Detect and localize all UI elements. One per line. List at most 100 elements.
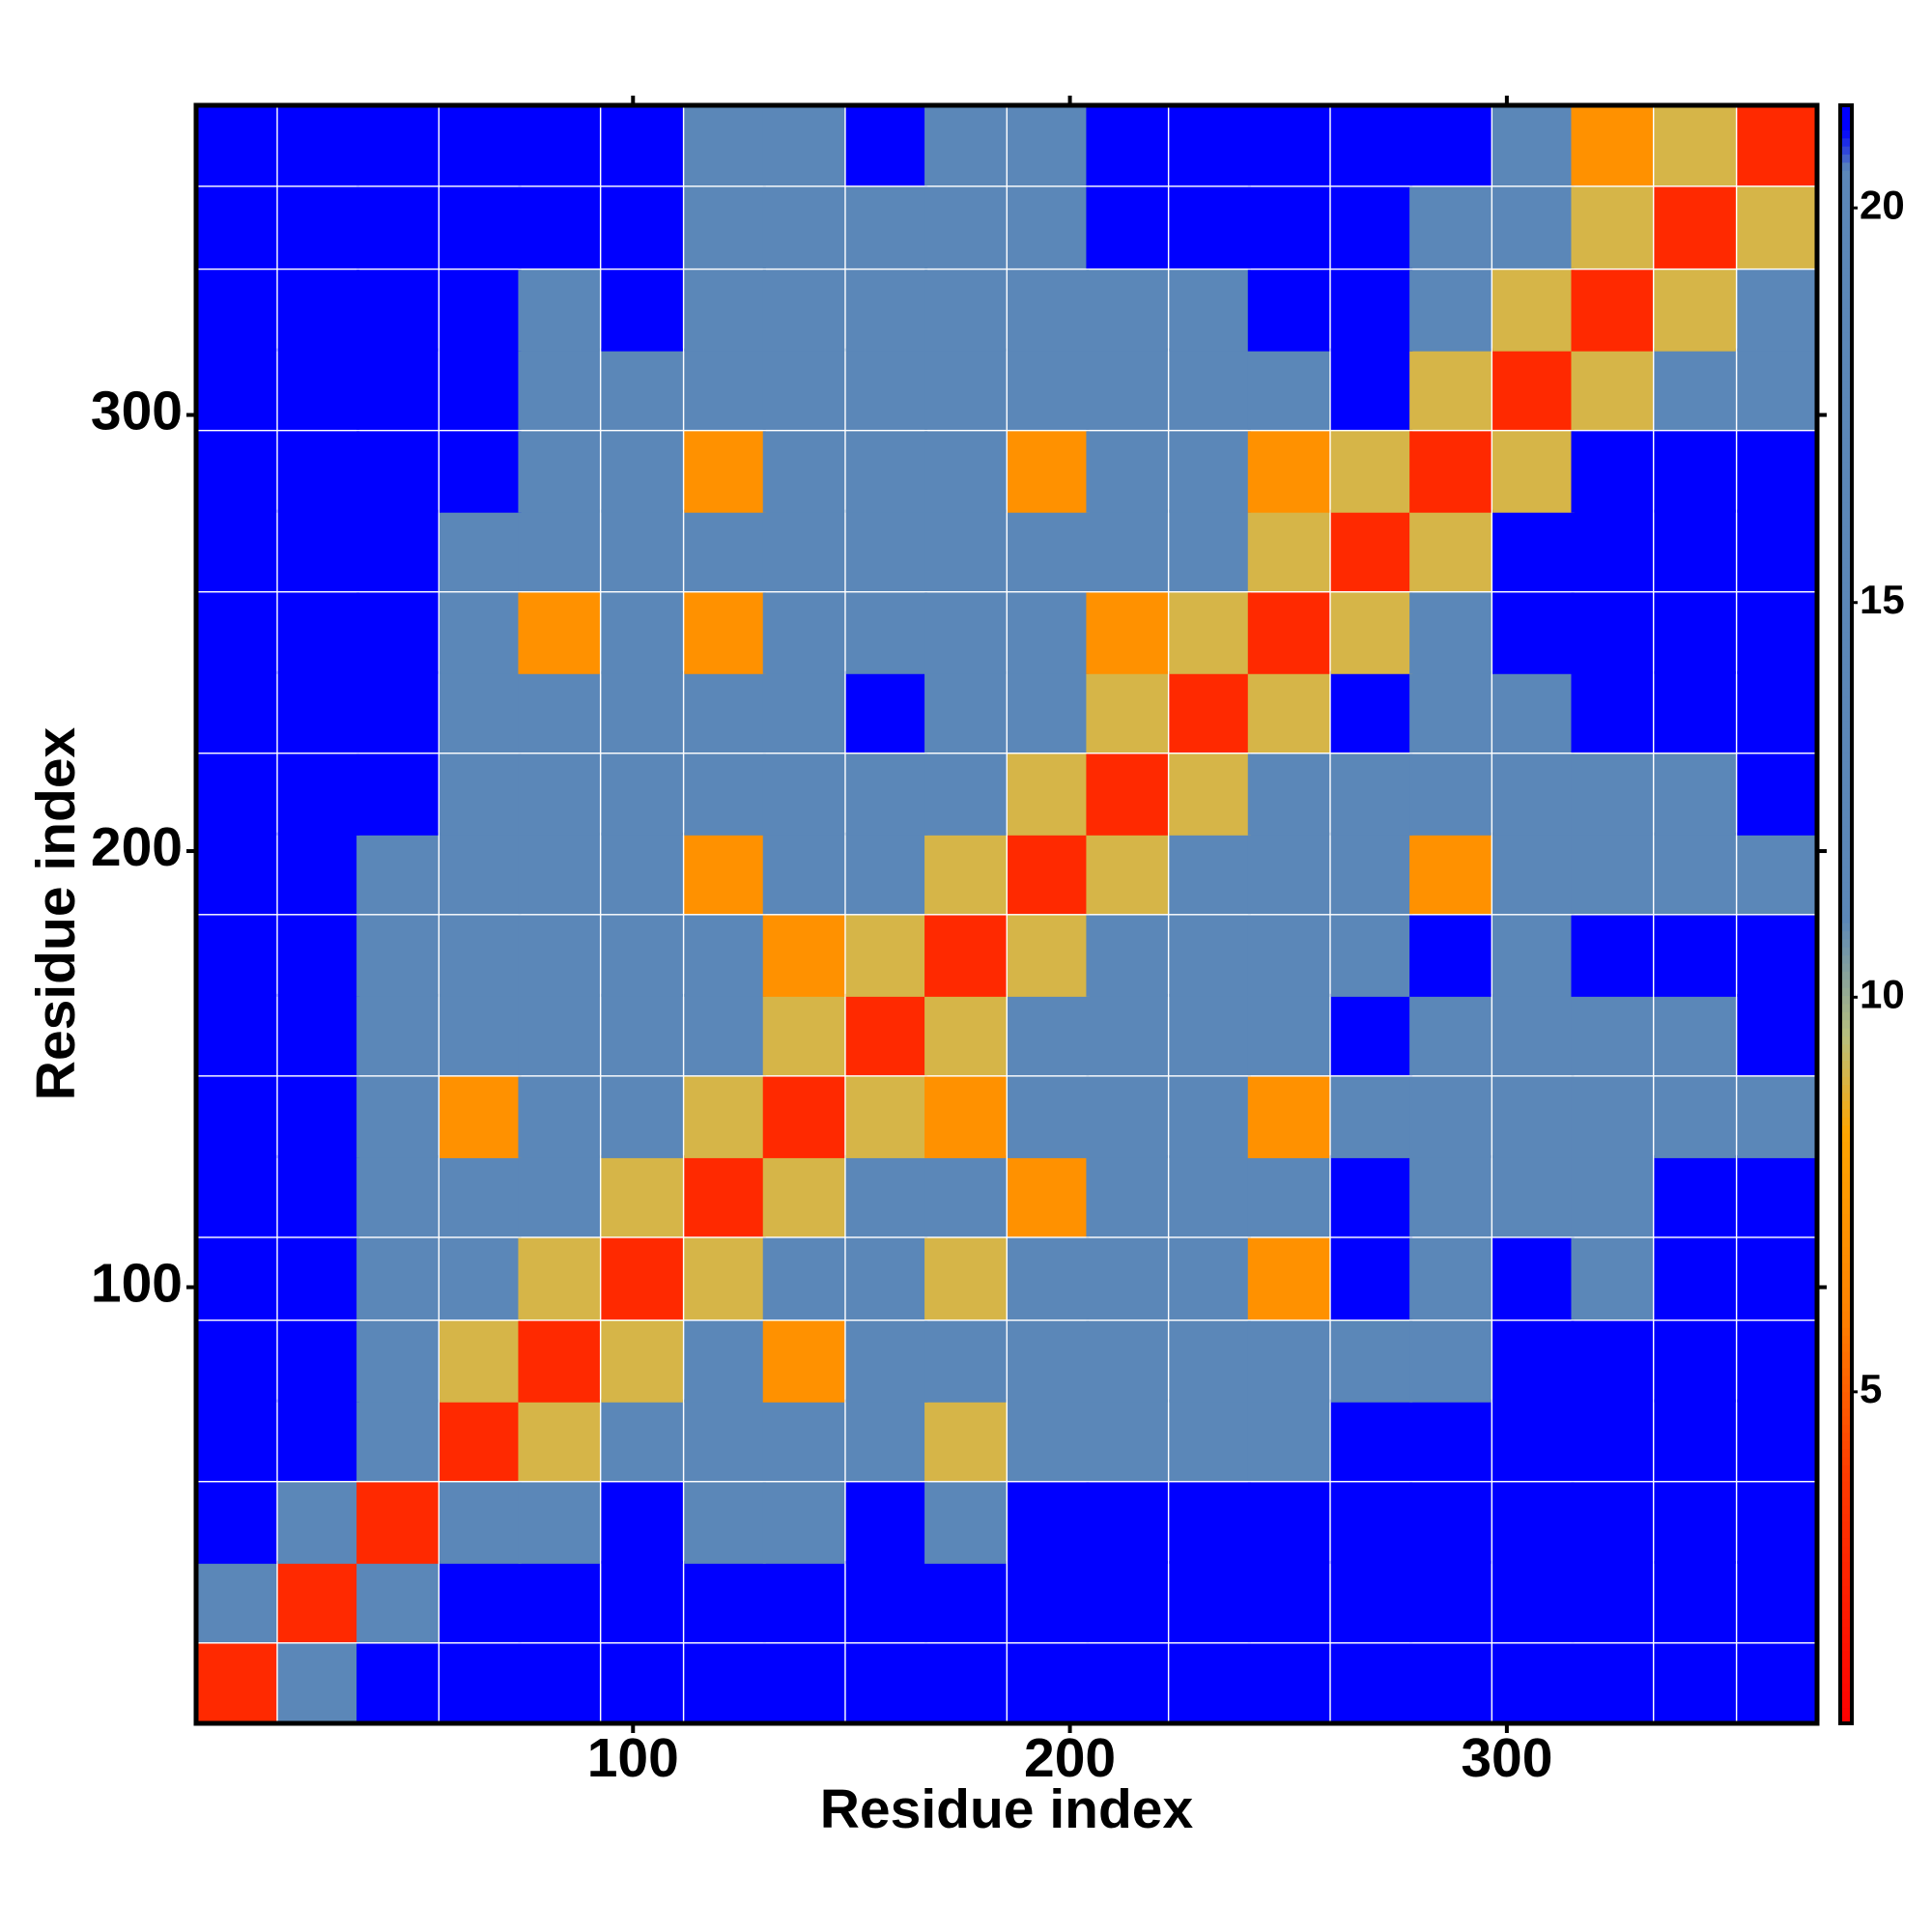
heatmap-cell (356, 592, 439, 674)
heatmap-cell (356, 509, 439, 591)
colorbar-step (1840, 971, 1852, 980)
x-tick-label: 100 (587, 1727, 679, 1789)
colorbar-step (1840, 1359, 1852, 1369)
y-tick-label: 300 (91, 381, 183, 442)
heatmap-cell (1330, 1482, 1413, 1564)
heatmap-cell (845, 592, 928, 674)
heatmap-cell (356, 348, 439, 430)
heatmap-cell (1737, 993, 1819, 1076)
colorbar-step (1840, 1569, 1852, 1579)
heatmap-cell (1086, 431, 1168, 513)
heatmap-cell (1571, 270, 1653, 352)
heatmap-cell (1330, 670, 1413, 753)
heatmap-cell (356, 753, 439, 836)
colorbar-step (1840, 1513, 1852, 1522)
heatmap-cell (1654, 1482, 1736, 1564)
colorbar-step (1840, 1124, 1852, 1134)
colorbar-step (1840, 720, 1852, 729)
heatmap-cell (1086, 1482, 1168, 1564)
heatmap-cell (1654, 270, 1736, 352)
colorbar-step (1840, 307, 1852, 317)
heatmap-cell (762, 103, 845, 186)
heatmap-cell (1571, 1643, 1653, 1725)
colorbar-step (1840, 696, 1852, 705)
heatmap-cell (1086, 1154, 1168, 1237)
colorbar-step (1840, 1707, 1852, 1717)
heatmap-cell (518, 186, 600, 269)
heatmap-cell (356, 993, 439, 1076)
heatmap-cell (194, 1321, 277, 1403)
heatmap-cell (1008, 1482, 1090, 1564)
heatmap-cell (277, 1076, 360, 1158)
heatmap-cell (684, 915, 766, 997)
heatmap-cell (440, 1399, 522, 1482)
heatmap-cell (1169, 1482, 1251, 1564)
heatmap-cell (518, 915, 600, 997)
colorbar-step (1840, 1504, 1852, 1515)
colorbar-step (1840, 1415, 1852, 1425)
heatmap-cell (601, 348, 683, 430)
heatmap-cell (194, 1560, 277, 1643)
colorbar-step (1840, 1286, 1852, 1295)
heatmap-cell (924, 1560, 1007, 1643)
heatmap-cell (845, 1154, 928, 1237)
heatmap-cell (1247, 753, 1330, 836)
colorbar-step (1840, 1335, 1852, 1345)
heatmap-cell (1330, 832, 1413, 915)
heatmap-cell (518, 431, 600, 513)
heatmap-cell (1492, 670, 1575, 753)
colorbar-step (1840, 712, 1852, 722)
x-tick-label: 300 (1461, 1727, 1552, 1789)
heatmap-cell (1571, 670, 1653, 753)
heatmap-cell (1737, 509, 1819, 591)
heatmap-cell (1169, 1154, 1251, 1237)
heatmap-cell (1330, 592, 1413, 674)
heatmap-cell (1492, 993, 1575, 1076)
heatmap-cell (1737, 348, 1819, 430)
heatmap-cell (1330, 270, 1413, 352)
heatmap-cell (356, 832, 439, 915)
colorbar-step (1840, 882, 1852, 892)
heatmap-cell (1247, 348, 1330, 430)
heatmap-cell (1008, 753, 1090, 836)
colorbar-step (1840, 623, 1852, 633)
colorbar-step (1840, 1060, 1852, 1069)
heatmap-cell (356, 1237, 439, 1320)
heatmap-cell (1169, 1076, 1251, 1158)
colorbar-step (1840, 897, 1852, 907)
heatmap-cell (1008, 1560, 1090, 1643)
colorbar-step (1840, 1221, 1852, 1231)
heatmap-cell (924, 1321, 1007, 1403)
heatmap-cell (1330, 1560, 1413, 1643)
heatmap-cell (1409, 670, 1492, 753)
heatmap-cell (762, 670, 845, 753)
colorbar-step (1840, 161, 1852, 171)
colorbar-tick-label: 15 (1860, 577, 1905, 622)
colorbar-step (1840, 1609, 1852, 1619)
colorbar-step (1840, 1674, 1852, 1684)
heatmap-cell (1571, 753, 1653, 836)
heatmap-cell (1737, 270, 1819, 352)
colorbar-step (1840, 1100, 1852, 1110)
colorbar-step (1840, 355, 1852, 365)
colorbar-step (1840, 444, 1852, 454)
heatmap-cell (1492, 431, 1575, 513)
heatmap-cell (762, 1560, 845, 1643)
heatmap-cell (356, 1076, 439, 1158)
colorbar-step (1840, 1642, 1852, 1652)
heatmap-cell (356, 103, 439, 186)
colorbar-step (1840, 744, 1852, 753)
heatmap-cell (440, 348, 522, 430)
colorbar-step (1840, 1456, 1852, 1465)
heatmap-cell (518, 1643, 600, 1725)
colorbar-step (1840, 178, 1852, 187)
heatmap-cell (1737, 1399, 1819, 1482)
colorbar-step (1840, 809, 1852, 818)
colorbar-step (1840, 1577, 1852, 1587)
heatmap-cell (1492, 1076, 1575, 1158)
heatmap-cell (1086, 1076, 1168, 1158)
heatmap-cell (1247, 1643, 1330, 1725)
heatmap-cell (277, 592, 360, 674)
colorbar-step (1840, 873, 1852, 883)
heatmap-cell (277, 1399, 360, 1482)
